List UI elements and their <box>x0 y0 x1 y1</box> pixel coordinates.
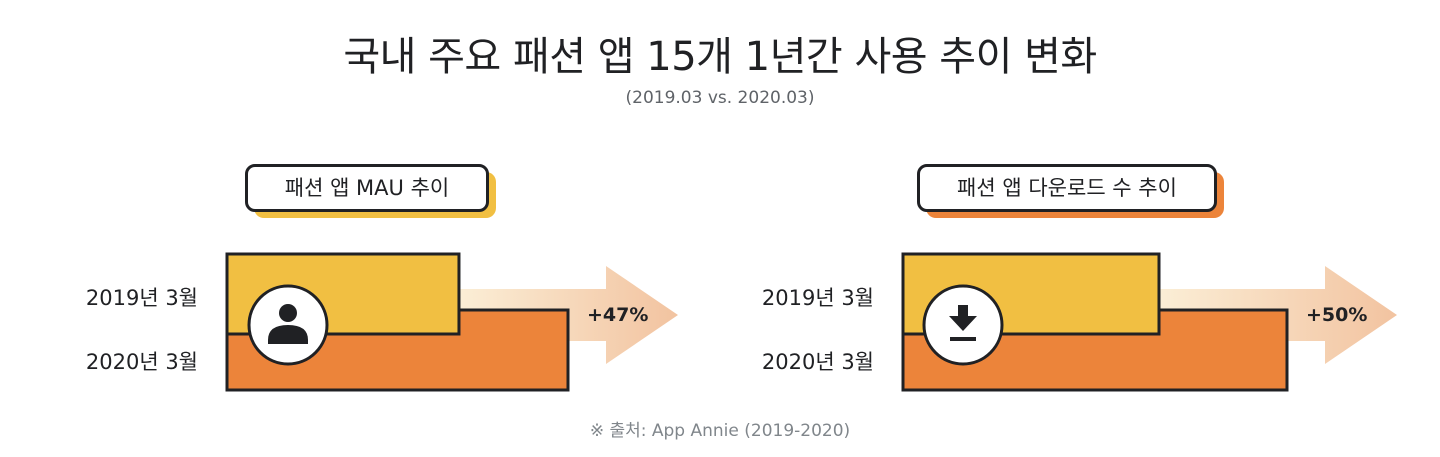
mau-row-label-2020: 2020년 3월 <box>85 350 198 374</box>
mau-chart-title: 패션 앱 MAU 추이 <box>245 164 489 212</box>
source-note: ※ 출처: App Annie (2019-2020) <box>589 421 851 441</box>
mau-change-label: +47% <box>587 304 649 326</box>
person-icon <box>247 284 329 366</box>
page-title: 국내 주요 패션 앱 15개 1년간 사용 추이 변화 <box>343 34 1097 80</box>
download-change-label: +50% <box>1306 304 1368 326</box>
download-chart-title: 패션 앱 다운로드 수 추이 <box>917 164 1217 212</box>
download-row-label-2019: 2019년 3월 <box>761 286 874 310</box>
page-subtitle: (2019.03 vs. 2020.03) <box>625 88 815 108</box>
download-icon <box>922 284 1004 366</box>
mau-row-label-2019: 2019년 3월 <box>85 286 198 310</box>
download-chart <box>901 252 1397 392</box>
download-row-label-2020: 2020년 3월 <box>761 350 874 374</box>
mau-chart <box>225 252 678 392</box>
